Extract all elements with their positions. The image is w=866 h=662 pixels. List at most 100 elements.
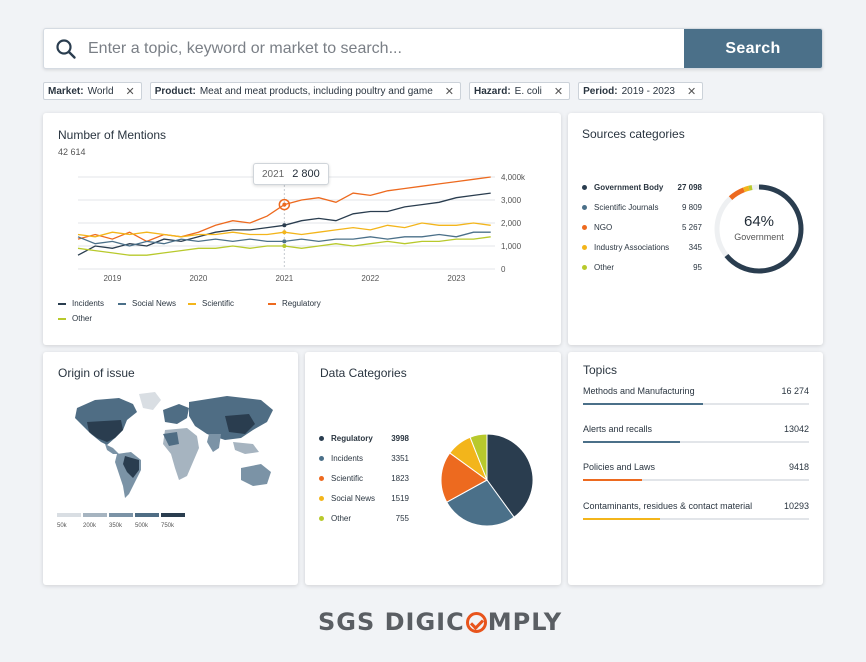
y-tick-label: 1,000 xyxy=(501,242,522,251)
legend-item[interactable]: Regulatory 3998 xyxy=(319,428,409,448)
map-china xyxy=(225,414,255,434)
legend-item[interactable]: Social News 1519 xyxy=(319,488,409,508)
map-europe xyxy=(163,404,189,424)
x-tick-label: 2019 xyxy=(103,274,121,283)
data-categories-pie-chart[interactable] xyxy=(437,430,537,530)
filter-chip-product[interactable]: Product: Meat and meat products, includin… xyxy=(149,82,461,100)
map-australia xyxy=(241,464,271,486)
legend-dot xyxy=(582,244,587,250)
close-icon[interactable]: ✕ xyxy=(125,85,135,98)
close-icon[interactable]: ✕ xyxy=(553,85,564,98)
highlight-point[interactable] xyxy=(278,198,291,211)
pie-slice-scientific[interactable] xyxy=(440,452,488,503)
check-circle-icon xyxy=(465,611,487,633)
legend-item[interactable]: Other 755 xyxy=(319,508,409,528)
map-usa xyxy=(87,420,123,442)
donut-segment-government[interactable] xyxy=(714,184,804,274)
topic-label: Alerts and recalls xyxy=(583,424,653,434)
close-icon[interactable]: ✕ xyxy=(444,85,454,98)
legend-label: Scientific Journals xyxy=(594,202,659,212)
legend-item[interactable]: Other xyxy=(58,314,128,323)
legend-label: Regulatory xyxy=(282,299,321,308)
legend-dot xyxy=(319,455,324,461)
topics-card: Topics Methods and Manufacturing 16 274 A… xyxy=(568,352,823,585)
filter-value: World xyxy=(87,85,114,97)
card-title: Data Categories xyxy=(320,366,407,380)
legend-item[interactable]: Regulatory xyxy=(268,299,330,308)
legend-item[interactable]: Other 95 xyxy=(582,257,702,277)
filter-chip-period[interactable]: Period: 2019 - 2023 ✕ xyxy=(578,82,704,100)
sources-legend: Government Body 27 098 Scientific Journals… xyxy=(582,177,702,277)
sources-card: Sources categories Government Body 27 098… xyxy=(568,113,823,345)
sources-donut-chart[interactable] xyxy=(709,179,809,279)
data-point[interactable] xyxy=(282,230,287,235)
y-tick-label: 0 xyxy=(501,265,506,274)
y-tick-label: 4,000k xyxy=(501,173,526,182)
card-title: Origin of issue xyxy=(58,366,135,380)
legend-item[interactable]: Social News xyxy=(118,299,188,308)
x-tick-label: 2022 xyxy=(361,274,379,283)
tooltip-year: 2021 xyxy=(262,168,285,180)
legend-label: Government Body xyxy=(594,182,664,192)
mentions-line-chart[interactable]: 0 1,000 2,000 3,000 4,000k 2019 2020 2021 2022 20… xyxy=(43,113,561,345)
legend-item[interactable]: Industry Associations 345 xyxy=(582,237,702,257)
legend-value: 345 xyxy=(688,242,702,252)
scale-swatch xyxy=(135,513,159,517)
legend-dot xyxy=(582,204,587,210)
topic-item[interactable]: Alerts and recalls 13042 xyxy=(583,424,809,443)
legend-item[interactable]: Government Body 27 098 xyxy=(582,177,702,197)
legend-swatch xyxy=(268,302,276,305)
pie-slice-incidents[interactable] xyxy=(446,479,515,527)
legend-label: Scientific xyxy=(202,299,235,308)
topic-value: 10293 xyxy=(783,501,809,511)
total-mentions: 42 614 xyxy=(58,147,86,157)
scale-label: 350k xyxy=(109,523,123,529)
filter-chip-market[interactable]: Market: World ✕ xyxy=(43,82,142,100)
legend-value: 27 098 xyxy=(677,182,702,192)
topic-progress-fill xyxy=(583,403,703,405)
map-india xyxy=(207,434,221,452)
legend-label: Other xyxy=(331,513,352,523)
map-southeast-asia xyxy=(233,442,259,454)
legend-item[interactable]: Scientific xyxy=(188,299,268,308)
data-point[interactable] xyxy=(282,239,287,244)
legend-value: 1823 xyxy=(391,473,409,483)
topic-value: 16 274 xyxy=(781,386,809,396)
legend-item[interactable]: NGO 5 267 xyxy=(582,217,702,237)
legend-dot xyxy=(582,184,587,190)
topic-item[interactable]: Contaminants, residues & contact materia… xyxy=(583,501,809,520)
data-categories-card: Data Categories Regulatory 3998 Incidents 3… xyxy=(305,352,561,585)
legend-item[interactable]: Incidents xyxy=(58,299,118,308)
filter-value: E. coli xyxy=(514,85,542,97)
data-point[interactable] xyxy=(282,223,287,228)
legend-label: Scientific xyxy=(331,473,364,483)
legend-dot xyxy=(582,224,587,230)
legend-item[interactable]: Scientific Journals 9 809 xyxy=(582,197,702,217)
scale-swatch xyxy=(161,513,185,517)
data-point[interactable] xyxy=(282,202,287,207)
legend-item[interactable]: Scientific 1823 xyxy=(319,468,409,488)
search-input[interactable] xyxy=(88,29,684,68)
legend-label: Social News xyxy=(132,299,177,308)
filter-chip-hazard[interactable]: Hazard: E. coli ✕ xyxy=(468,82,571,100)
legend-value: 3351 xyxy=(391,453,409,463)
search-icon[interactable] xyxy=(44,29,88,68)
pie-slice-regulatory[interactable] xyxy=(486,433,534,518)
topic-item[interactable]: Policies and Laws 9418 xyxy=(583,462,809,481)
data-point[interactable] xyxy=(282,244,287,248)
legend-label: Regulatory xyxy=(331,433,373,443)
search-button[interactable]: Search xyxy=(684,29,822,68)
scale-label: 200k xyxy=(83,523,97,529)
card-title: Sources categories xyxy=(582,127,685,141)
world-map[interactable] xyxy=(57,390,287,505)
pie-slice-other[interactable] xyxy=(469,433,488,481)
legend-item[interactable]: Incidents 3351 xyxy=(319,448,409,468)
legend-label: Incidents xyxy=(72,299,105,308)
topic-item[interactable]: Methods and Manufacturing 16 274 xyxy=(583,386,809,405)
donut-label: Government xyxy=(734,232,784,242)
close-icon[interactable]: ✕ xyxy=(686,85,697,98)
map-west-africa xyxy=(163,432,179,446)
map-brazil xyxy=(123,456,139,478)
legend-label: Other xyxy=(72,314,93,323)
search-bar: Search xyxy=(43,28,823,69)
